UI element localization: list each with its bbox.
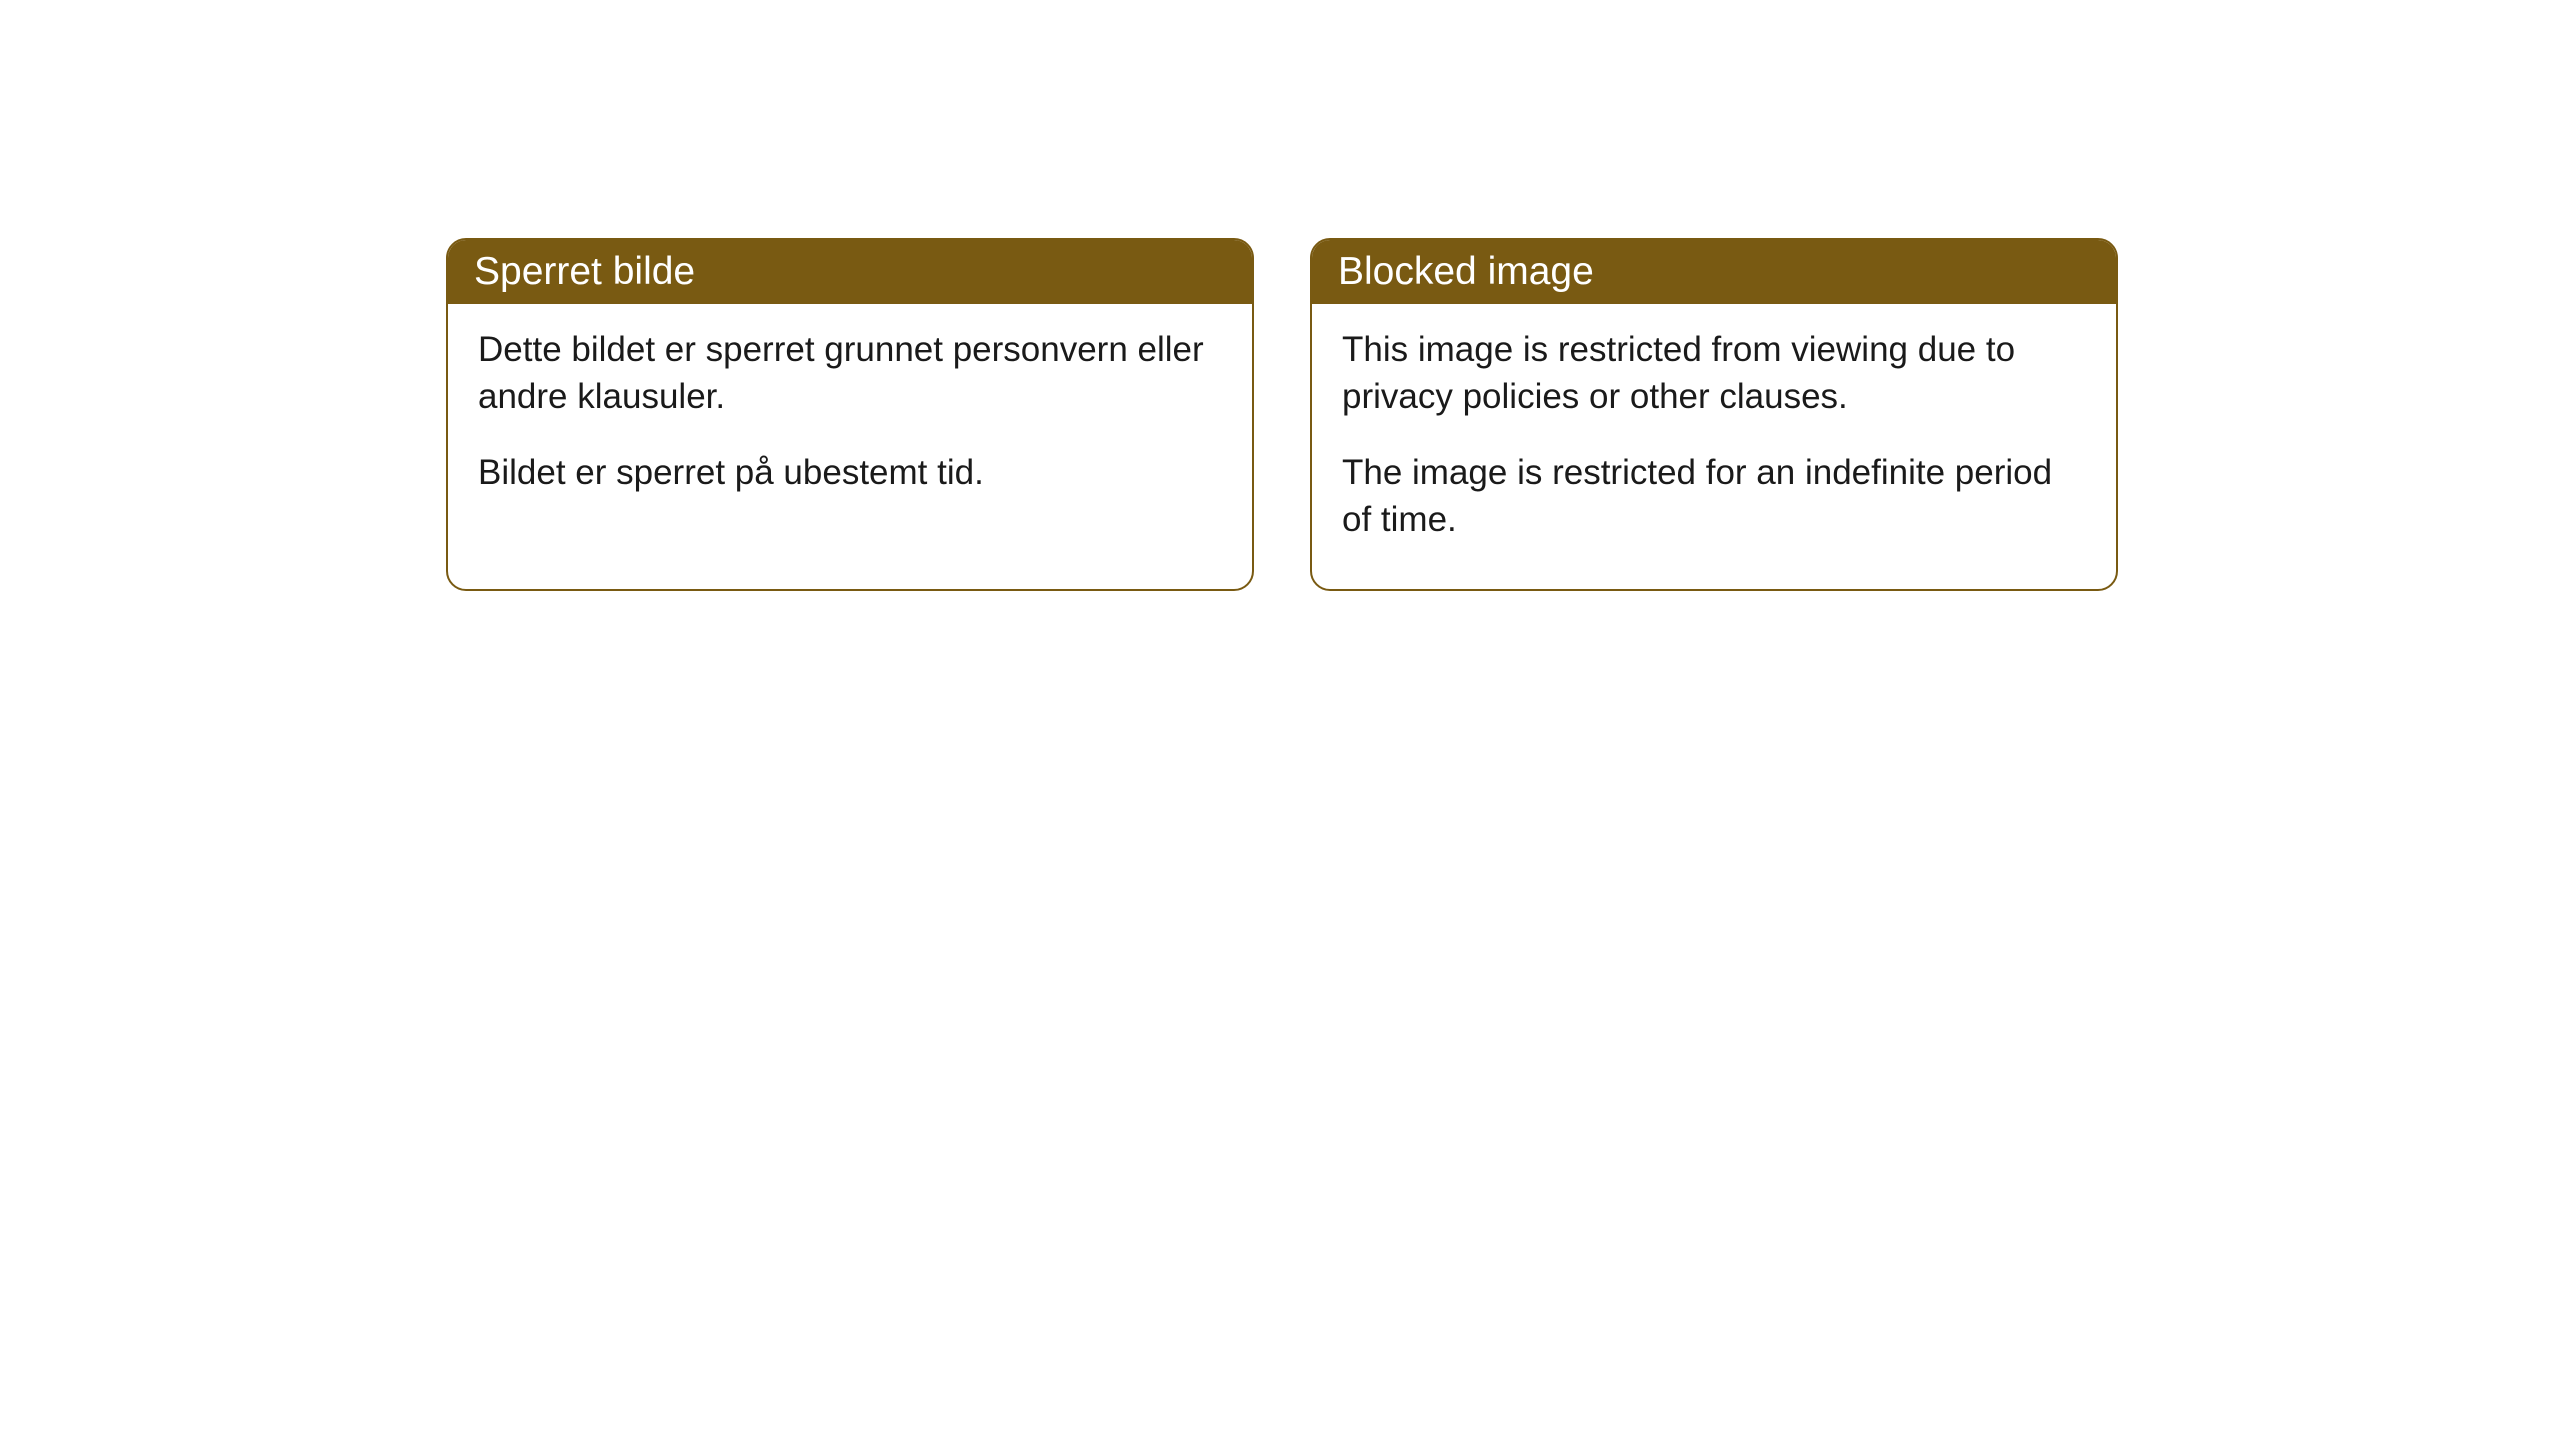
card-header-norwegian: Sperret bilde	[448, 240, 1252, 304]
card-paragraph: Dette bildet er sperret grunnet personve…	[478, 326, 1222, 421]
card-paragraph: This image is restricted from viewing du…	[1342, 326, 2086, 421]
notice-card-english: Blocked image This image is restricted f…	[1310, 238, 2118, 591]
card-header-english: Blocked image	[1312, 240, 2116, 304]
notice-cards-container: Sperret bilde Dette bildet er sperret gr…	[446, 238, 2118, 591]
card-title: Blocked image	[1338, 250, 1594, 293]
card-title: Sperret bilde	[474, 250, 695, 293]
card-body-english: This image is restricted from viewing du…	[1312, 304, 2116, 589]
card-body-norwegian: Dette bildet er sperret grunnet personve…	[448, 304, 1252, 542]
card-paragraph: Bildet er sperret på ubestemt tid.	[478, 449, 1222, 496]
card-paragraph: The image is restricted for an indefinit…	[1342, 449, 2086, 544]
notice-card-norwegian: Sperret bilde Dette bildet er sperret gr…	[446, 238, 1254, 591]
